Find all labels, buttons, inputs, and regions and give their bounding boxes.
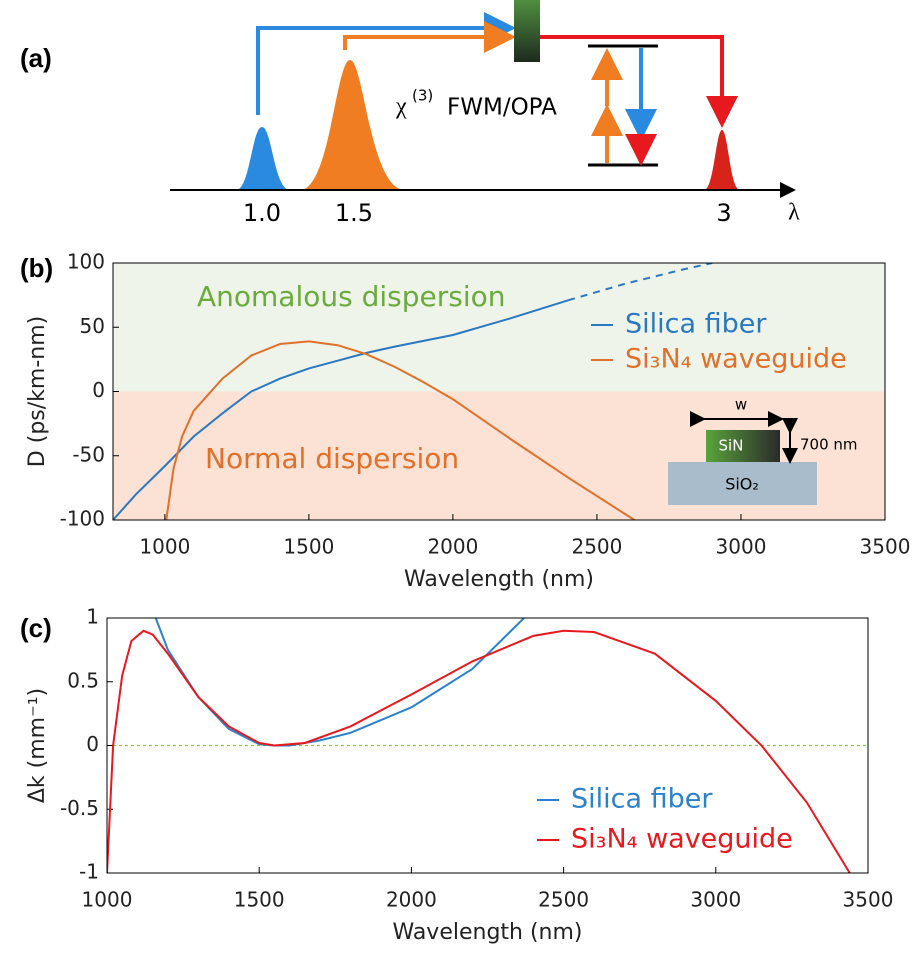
region-label: Anomalous dispersion xyxy=(197,280,506,313)
panel-label: (a) xyxy=(20,43,52,73)
legend-label: Si₃N₄ waveguide xyxy=(571,824,793,855)
inset-core xyxy=(706,430,780,462)
inset-label: SiO₂ xyxy=(725,475,759,494)
x-tick-label: 3500 xyxy=(860,535,911,559)
series-line xyxy=(567,263,713,302)
arrow xyxy=(540,35,738,128)
plot-area xyxy=(107,618,851,873)
inset-label: SiN xyxy=(719,437,744,455)
y-axis-label: D (ps/km-nm) xyxy=(25,316,50,467)
pulse-label: 1.5 xyxy=(335,199,373,227)
x-tick-label: 2500 xyxy=(571,535,622,559)
series-line xyxy=(113,299,569,520)
process-name: FWM/OPA xyxy=(447,95,557,121)
plot-frame xyxy=(106,617,869,874)
legend-label: Si₃N₄ waveguide xyxy=(625,344,847,375)
region-label: Normal dispersion xyxy=(205,442,459,475)
inset-label: w xyxy=(735,396,747,414)
pulse-label: 1.0 xyxy=(243,199,281,227)
series-line xyxy=(107,629,851,873)
panel-label: (c) xyxy=(20,613,52,643)
series-line xyxy=(165,340,635,520)
x-tick-label: 3000 xyxy=(716,535,767,559)
y-axis-label: Δk (mm⁻¹) xyxy=(25,688,50,803)
pulse xyxy=(704,130,740,190)
y-tick-label: 100 xyxy=(67,250,105,274)
pulse-label: 3 xyxy=(716,199,731,227)
y-tick-label: 1 xyxy=(86,605,99,629)
y-tick-label: 50 xyxy=(80,314,105,338)
x-axis-label: Wavelength (nm) xyxy=(404,567,594,592)
legend-label: Silica fiber xyxy=(625,309,767,340)
crystal xyxy=(514,0,540,62)
process-superscript: (3) xyxy=(412,87,433,105)
x-tick-label: 1500 xyxy=(283,535,334,559)
inset-label: 700 nm xyxy=(800,436,858,454)
y-tick-label: -0.5 xyxy=(60,796,99,820)
arrow xyxy=(256,12,516,115)
panel-label: (b) xyxy=(20,253,53,283)
plot-area xyxy=(113,263,713,520)
arrow xyxy=(343,21,516,53)
y-tick-label: 0.5 xyxy=(67,668,99,692)
plot-frame xyxy=(112,262,886,521)
x-tick-label: 1000 xyxy=(139,535,190,559)
inset-substrate xyxy=(668,462,817,505)
x-tick-label: 1000 xyxy=(82,888,133,912)
y-tick-label: -1 xyxy=(79,860,99,884)
panel-a: (a) 1.0 1.5 3 λ χ (3) FWM/OPA xyxy=(20,0,800,227)
y-tick-label: -100 xyxy=(60,507,105,531)
y-tick-label: -50 xyxy=(72,442,105,466)
x-tick-label: 2000 xyxy=(427,535,478,559)
pulse xyxy=(236,127,290,190)
x-axis-label: Wavelength (nm) xyxy=(392,920,582,945)
x-tick-label: 2500 xyxy=(538,888,589,912)
axis-label: λ xyxy=(788,200,800,226)
x-tick-label: 2000 xyxy=(386,888,437,912)
pulse xyxy=(300,60,405,190)
panel: (c) 1000 1500 2000 2500 3000 3500 -1 -0.5 0 0.5 1 Wa… xyxy=(20,605,893,946)
panel: Anomalous dispersion Normal dispersion (b)… xyxy=(20,250,910,593)
x-tick-label: 1500 xyxy=(234,888,285,912)
x-tick-label: 3500 xyxy=(843,888,894,912)
legend-label: Silica fiber xyxy=(571,784,713,815)
x-tick-label: 3000 xyxy=(690,888,741,912)
process-symbol: χ xyxy=(395,94,407,120)
region xyxy=(113,263,885,392)
y-tick-label: 0 xyxy=(92,378,105,402)
series-line xyxy=(154,618,525,747)
y-tick-label: 0 xyxy=(86,732,99,756)
